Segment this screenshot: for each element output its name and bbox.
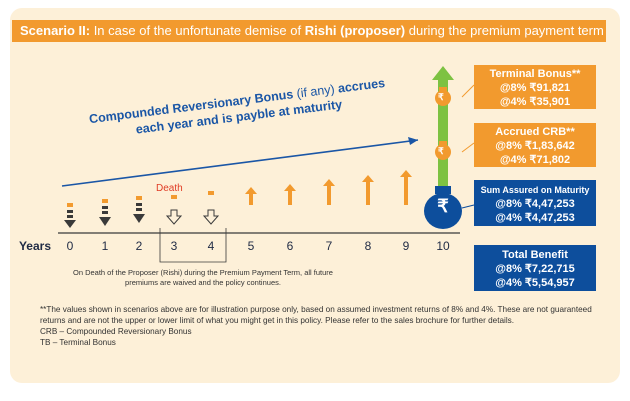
header-name: Rishi (proposer) — [304, 23, 406, 38]
total-benefit-8pct: @8% ₹7,22,715 — [495, 263, 575, 275]
sum-assured-box: Sum Assured on Maturity @8% ₹4,47,253 @4… — [474, 180, 596, 226]
sum-assured-8pct: @8% ₹4,47,253 — [495, 198, 575, 210]
premium-arrow-year-2 — [133, 196, 145, 223]
sum-assured-4pct: @4% ₹4,47,253 — [495, 212, 575, 224]
year-7: 7 — [325, 239, 333, 253]
bonus-arrow-year-6 — [284, 184, 296, 205]
years-label: Years — [18, 239, 52, 253]
crb-caption-accrues: accrues — [337, 75, 386, 96]
terminal-bonus-title: Terminal Bonus** — [489, 68, 581, 80]
year-2: 2 — [135, 239, 143, 253]
connector-accrued — [461, 142, 475, 153]
scenario-label: Scenario II: — [20, 23, 91, 38]
accrued-crb-8pct: @8% ₹1,83,642 — [495, 140, 575, 152]
growth-arrow-head — [408, 137, 418, 145]
year-0: 0 — [66, 239, 74, 253]
accrued-crb-title: Accrued CRB** — [495, 126, 575, 138]
sum-assured-title: Sum Assured on Maturity — [480, 185, 590, 195]
accrued-crb-4pct: @4% ₹71,802 — [499, 154, 571, 166]
terminal-bonus-4pct: @4% ₹35,901 — [499, 96, 571, 108]
bonus-arrow-year-9 — [400, 170, 412, 205]
total-benefit-title: Total Benefit — [502, 249, 568, 261]
rupee-bag-accrued: ₹ — [438, 146, 444, 156]
footnote-disclaimer: **The values shown in scenarios above ar… — [40, 305, 592, 325]
maturity-arrow — [432, 66, 454, 190]
year-3: 3 — [170, 239, 178, 253]
connector-sum-assured — [461, 204, 475, 209]
accrued-crb-bag-icon — [435, 141, 451, 160]
premium-arrow-year-1 — [99, 199, 111, 226]
total-benefit-4pct: @4% ₹5,54,957 — [495, 277, 575, 289]
year-9: 9 — [402, 239, 410, 253]
death-label: Death — [156, 183, 183, 194]
rupee-bag-sum-assured: ₹ — [437, 196, 449, 216]
accrued-crb-box: Accrued CRB** @8% ₹1,83,642 @4% ₹71,802 — [474, 123, 596, 167]
footnote-crb: CRB – Compounded Reversionary Bonus — [40, 327, 192, 336]
total-benefit-box: Total Benefit @8% ₹7,22,715 @4% ₹5,54,95… — [474, 245, 596, 291]
waived-arrow-year-4 — [202, 191, 220, 225]
year-4: 4 — [207, 239, 215, 253]
year-6: 6 — [286, 239, 294, 253]
footnote-tb: TB – Terminal Bonus — [40, 338, 116, 347]
footnotes: **The values shown in scenarios above ar… — [40, 304, 600, 348]
connector-terminal — [461, 84, 475, 98]
year-5: 5 — [247, 239, 255, 253]
header-text-2: during the premium payment term — [405, 23, 604, 38]
premium-arrow-year-0 — [64, 203, 76, 228]
bonus-arrow-year-7 — [323, 179, 335, 205]
growth-line — [61, 139, 419, 187]
scenario-header: Scenario II: In case of the unfortunate … — [12, 20, 606, 42]
rupee-bag-terminal: ₹ — [438, 92, 444, 102]
bonus-arrow-year-8 — [362, 175, 374, 205]
year-10: 10 — [436, 239, 450, 253]
terminal-bonus-8pct: @8% ₹91,821 — [499, 82, 571, 94]
death-note: On Death of the Proposer (Rishi) during … — [73, 268, 333, 287]
sum-assured-bag-icon — [424, 186, 462, 229]
terminal-bonus-bag-icon — [435, 87, 451, 106]
header-text-1: In case of the unfortunate demise of — [90, 23, 305, 38]
terminal-bonus-box: Terminal Bonus** @8% ₹91,821 @4% ₹35,901 — [474, 65, 596, 109]
year-8: 8 — [364, 239, 372, 253]
waived-arrow-year-3 — [165, 195, 183, 225]
year-1: 1 — [101, 239, 109, 253]
bonus-arrow-year-5 — [245, 187, 257, 205]
waiver-bracket — [159, 228, 227, 263]
